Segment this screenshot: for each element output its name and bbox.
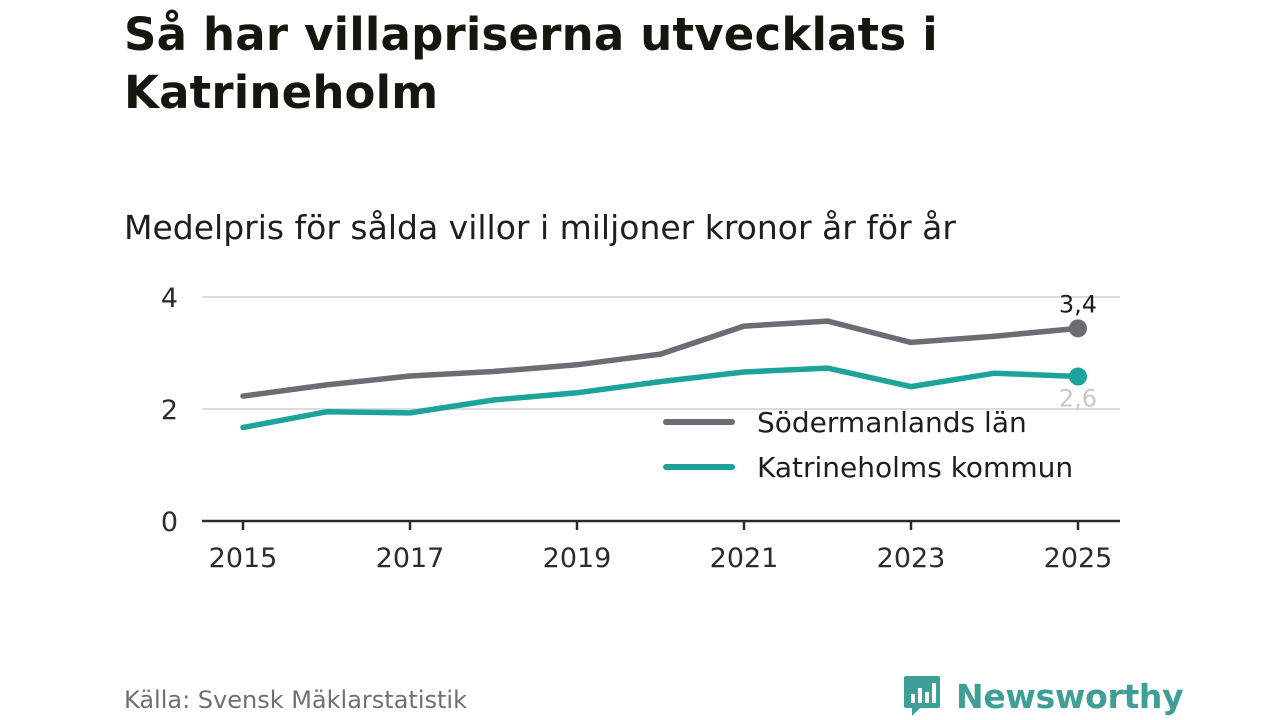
bar-chart-speech-bubble-icon — [904, 676, 940, 716]
end-label-0: 3,4 — [1059, 290, 1097, 318]
x-tick-label-2023: 2023 — [877, 543, 946, 574]
x-axis: 2015 2017 2019 2021 2023 2025 — [202, 519, 1120, 574]
series-lines — [240, 318, 1087, 431]
x-tick-label-2019: 2019 — [543, 543, 612, 574]
series-end-marker-0 — [1069, 319, 1087, 338]
chart-subtitle: Medelpris för sålda villor i miljoner kr… — [124, 208, 956, 247]
y-tick-label-4: 4 — [161, 283, 178, 314]
x-tick-label-2015: 2015 — [209, 543, 278, 574]
y-tick-label-0: 0 — [161, 507, 178, 538]
chart-title: Så har villapriserna utvecklats i Katrin… — [124, 8, 938, 119]
legend: Södermanlands län Katrineholms kommun — [663, 406, 1073, 484]
x-tick-label-2025: 2025 — [1044, 543, 1113, 574]
x-tick-label-2017: 2017 — [376, 543, 445, 574]
y-axis-labels: 0 2 4 — [161, 283, 178, 538]
legend-label-1: Katrineholms kommun — [757, 451, 1073, 484]
end-labels: 3,4 2,6 — [1059, 290, 1097, 412]
y-tick-label-2: 2 — [161, 395, 178, 426]
series-line-1 — [240, 365, 1081, 431]
end-label-1: 2,6 — [1059, 385, 1097, 413]
series-line-0 — [240, 318, 1081, 399]
brand-name: Newsworthy — [956, 676, 1184, 716]
gridlines — [202, 296, 1120, 410]
source-note: Källa: Svensk Mäklarstatistik — [124, 686, 467, 714]
series-end-marker-1 — [1069, 367, 1087, 386]
brand-logo: Newsworthy — [902, 672, 1184, 720]
legend-label-0: Södermanlands län — [757, 406, 1027, 439]
x-tick-label-2021: 2021 — [710, 543, 779, 574]
